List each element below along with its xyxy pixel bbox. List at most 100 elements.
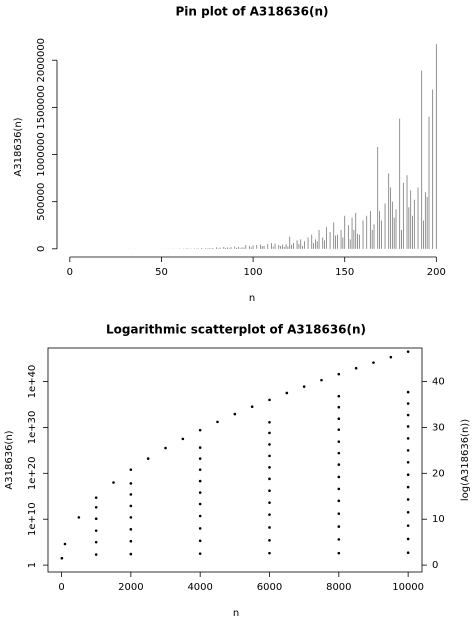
point xyxy=(406,413,410,417)
point xyxy=(198,539,202,543)
x-tick-label: 0 xyxy=(67,267,73,278)
point xyxy=(198,468,202,471)
y-tick-label: 1500000 xyxy=(36,85,47,130)
y-tick-label: 1e+10 xyxy=(27,502,38,536)
point xyxy=(129,516,133,519)
x-tick-label: 8000 xyxy=(326,582,351,593)
x-tick-label: 0 xyxy=(58,582,64,593)
point xyxy=(146,457,150,460)
point xyxy=(337,538,341,541)
y-tick-label: 0 xyxy=(36,246,47,252)
point xyxy=(406,461,410,464)
y2-tick-label: 10 xyxy=(432,514,445,525)
point xyxy=(233,412,237,416)
point xyxy=(198,428,202,432)
point xyxy=(337,372,341,376)
point xyxy=(268,443,271,446)
point xyxy=(406,437,410,440)
x-tick-label: 2000 xyxy=(118,582,143,593)
point xyxy=(268,477,271,481)
point xyxy=(94,517,98,520)
point xyxy=(129,504,133,508)
point xyxy=(285,391,289,395)
point xyxy=(389,355,393,359)
x-tick-label: 50 xyxy=(155,267,168,278)
point xyxy=(250,405,254,409)
x-axis-label: n xyxy=(249,293,255,304)
point xyxy=(406,425,410,428)
y2-tick-label: 20 xyxy=(432,468,445,479)
y2-tick-label: 30 xyxy=(432,422,445,433)
point xyxy=(406,402,410,405)
point xyxy=(337,405,341,409)
point xyxy=(406,449,410,452)
point xyxy=(129,552,133,556)
point xyxy=(337,499,341,503)
point xyxy=(94,505,98,509)
point xyxy=(216,420,219,424)
point xyxy=(354,366,358,370)
y-axis-label: A318636(n) xyxy=(13,117,24,176)
x-tick-label: 10000 xyxy=(392,582,424,593)
point xyxy=(198,457,202,460)
point xyxy=(337,451,341,455)
x-tick-label: 6000 xyxy=(257,582,282,593)
point xyxy=(268,526,271,529)
point xyxy=(268,539,271,542)
point xyxy=(181,437,185,441)
y-tick-label: 500000 xyxy=(36,183,47,221)
y2-tick-label: 40 xyxy=(432,377,445,388)
point xyxy=(77,516,81,519)
point xyxy=(372,361,375,364)
point xyxy=(198,491,202,494)
x-tick-label: 200 xyxy=(427,267,446,278)
point xyxy=(94,540,98,544)
point xyxy=(164,446,167,450)
point xyxy=(337,475,341,479)
y-tick-label: 1e+20 xyxy=(27,457,38,491)
point xyxy=(406,473,410,476)
y2-axis-label: log(A318636(n)) xyxy=(460,419,471,501)
point xyxy=(268,466,271,469)
point xyxy=(268,454,271,458)
point xyxy=(337,525,341,528)
point xyxy=(337,487,341,491)
point xyxy=(129,528,133,531)
point xyxy=(406,485,410,489)
point xyxy=(129,482,133,485)
chart-title: Pin plot of A318636(n) xyxy=(175,5,328,19)
point xyxy=(94,529,98,532)
point xyxy=(198,479,202,483)
x-tick-label: 4000 xyxy=(187,582,212,593)
x-tick-label: 150 xyxy=(335,267,354,278)
point xyxy=(129,539,133,543)
point xyxy=(198,502,202,506)
point xyxy=(198,514,202,518)
point xyxy=(60,556,64,560)
point xyxy=(268,513,271,516)
point xyxy=(320,378,323,382)
point xyxy=(337,394,341,398)
point xyxy=(268,431,271,435)
y-tick-label: 1000000 xyxy=(36,132,47,177)
point xyxy=(337,428,341,431)
point xyxy=(337,512,341,515)
point xyxy=(406,390,410,394)
point xyxy=(63,542,67,546)
point xyxy=(406,350,410,353)
x-axis-label: n xyxy=(233,608,239,619)
point xyxy=(268,501,271,504)
chart-title: Logarithmic scatterplot of A318636(n) xyxy=(106,323,366,337)
x-tick-label: 100 xyxy=(244,267,263,278)
point xyxy=(337,463,341,466)
point xyxy=(268,489,271,493)
point xyxy=(94,553,98,556)
point xyxy=(268,551,271,555)
y2-tick-label: 0 xyxy=(432,560,438,571)
point xyxy=(406,537,410,541)
y-tick-label: 1e+40 xyxy=(27,365,38,399)
point xyxy=(198,446,202,449)
point xyxy=(268,398,271,402)
